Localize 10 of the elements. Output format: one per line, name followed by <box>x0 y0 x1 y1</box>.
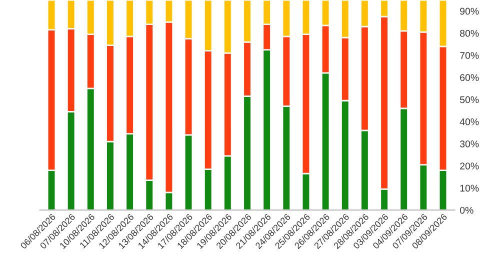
y-tick-label: 90% <box>460 8 479 15</box>
y-tick-label: 40% <box>460 118 479 126</box>
y-tick-label: 30% <box>460 140 479 148</box>
y-tick-label: 0% <box>460 206 474 214</box>
y-tick-label: 60% <box>460 74 479 82</box>
y-tick-label: 50% <box>460 96 479 104</box>
y-tick-label: 20% <box>460 162 479 170</box>
y-tick-label: 70% <box>460 52 479 59</box>
y-tick-label: 80% <box>460 30 479 37</box>
y-tick-label: 10% <box>460 184 479 192</box>
